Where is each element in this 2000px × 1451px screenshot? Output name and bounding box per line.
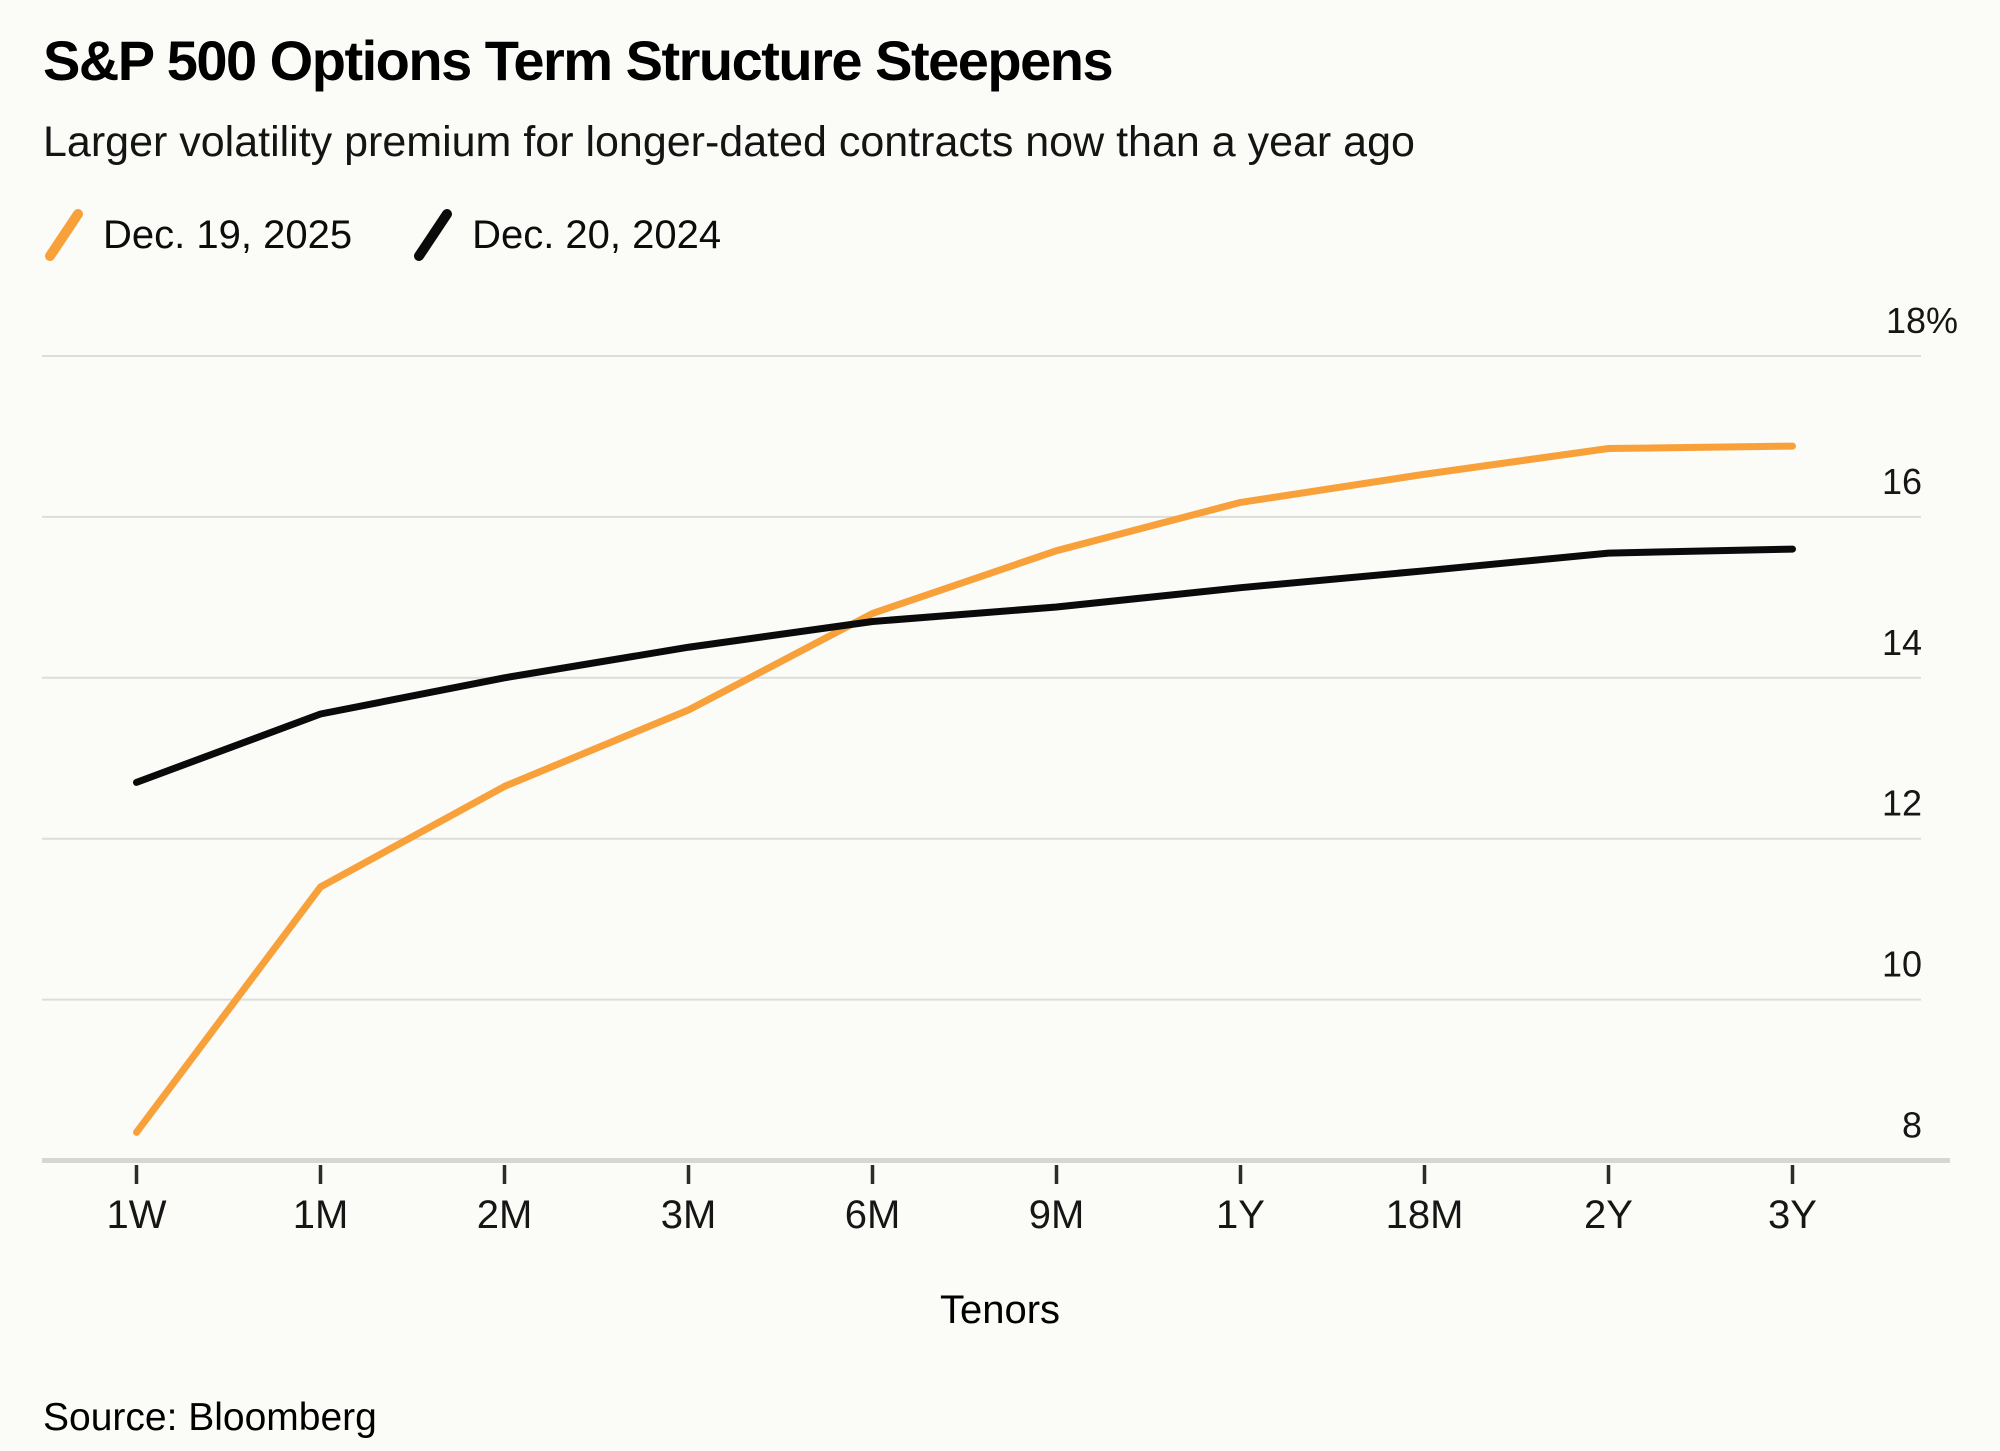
x-axis-label-3y: 3Y [1768,1193,1817,1237]
y-axis-label-8: 8 [1902,1104,1922,1145]
y-axis-label-18: 18% [1886,300,1958,341]
legend: Dec. 19, 2025 Dec. 20, 2024 [43,208,721,262]
page-subtitle: Larger volatility premium for longer-dat… [43,118,1415,166]
y-axis-label-10: 10 [1882,944,1922,985]
orange-slash-icon [45,209,83,261]
x-axis-label-2y: 2Y [1584,1193,1633,1237]
y-axis-label-16: 16 [1882,461,1922,502]
y-axis-label-12: 12 [1882,783,1922,824]
legend-item-dec-19-2025: Dec. 19, 2025 [43,208,352,262]
series-line-dec-19-2025 [133,442,1796,1136]
y-axis-label-14: 14 [1882,622,1922,663]
x-axis-label-18m: 18M [1386,1193,1464,1237]
source-credit: Source: Bloomberg [43,1396,377,1439]
series-line-dec-20-2024 [133,545,1796,786]
x-axis-label-9m: 9M [1029,1193,1085,1237]
page-title: S&P 500 Options Term Structure Steepens [43,29,1114,92]
legend-item-dec-20-2024: Dec. 20, 2024 [412,208,721,262]
x-axis-label-1y: 1Y [1216,1193,1265,1237]
black-slash-icon [414,209,453,261]
x-axis-label-1w: 1W [107,1193,167,1237]
x-axis-title: Tenors [939,1288,1061,1332]
x-axis-label-2m: 2M [477,1193,533,1237]
x-axis-label-1m: 1M [293,1193,349,1237]
x-axis-label-6m: 6M [845,1193,901,1237]
legend-label: Dec. 20, 2024 [472,212,722,257]
x-axis-label-3m: 3M [661,1193,717,1237]
legend-label: Dec. 19, 2025 [103,212,353,257]
